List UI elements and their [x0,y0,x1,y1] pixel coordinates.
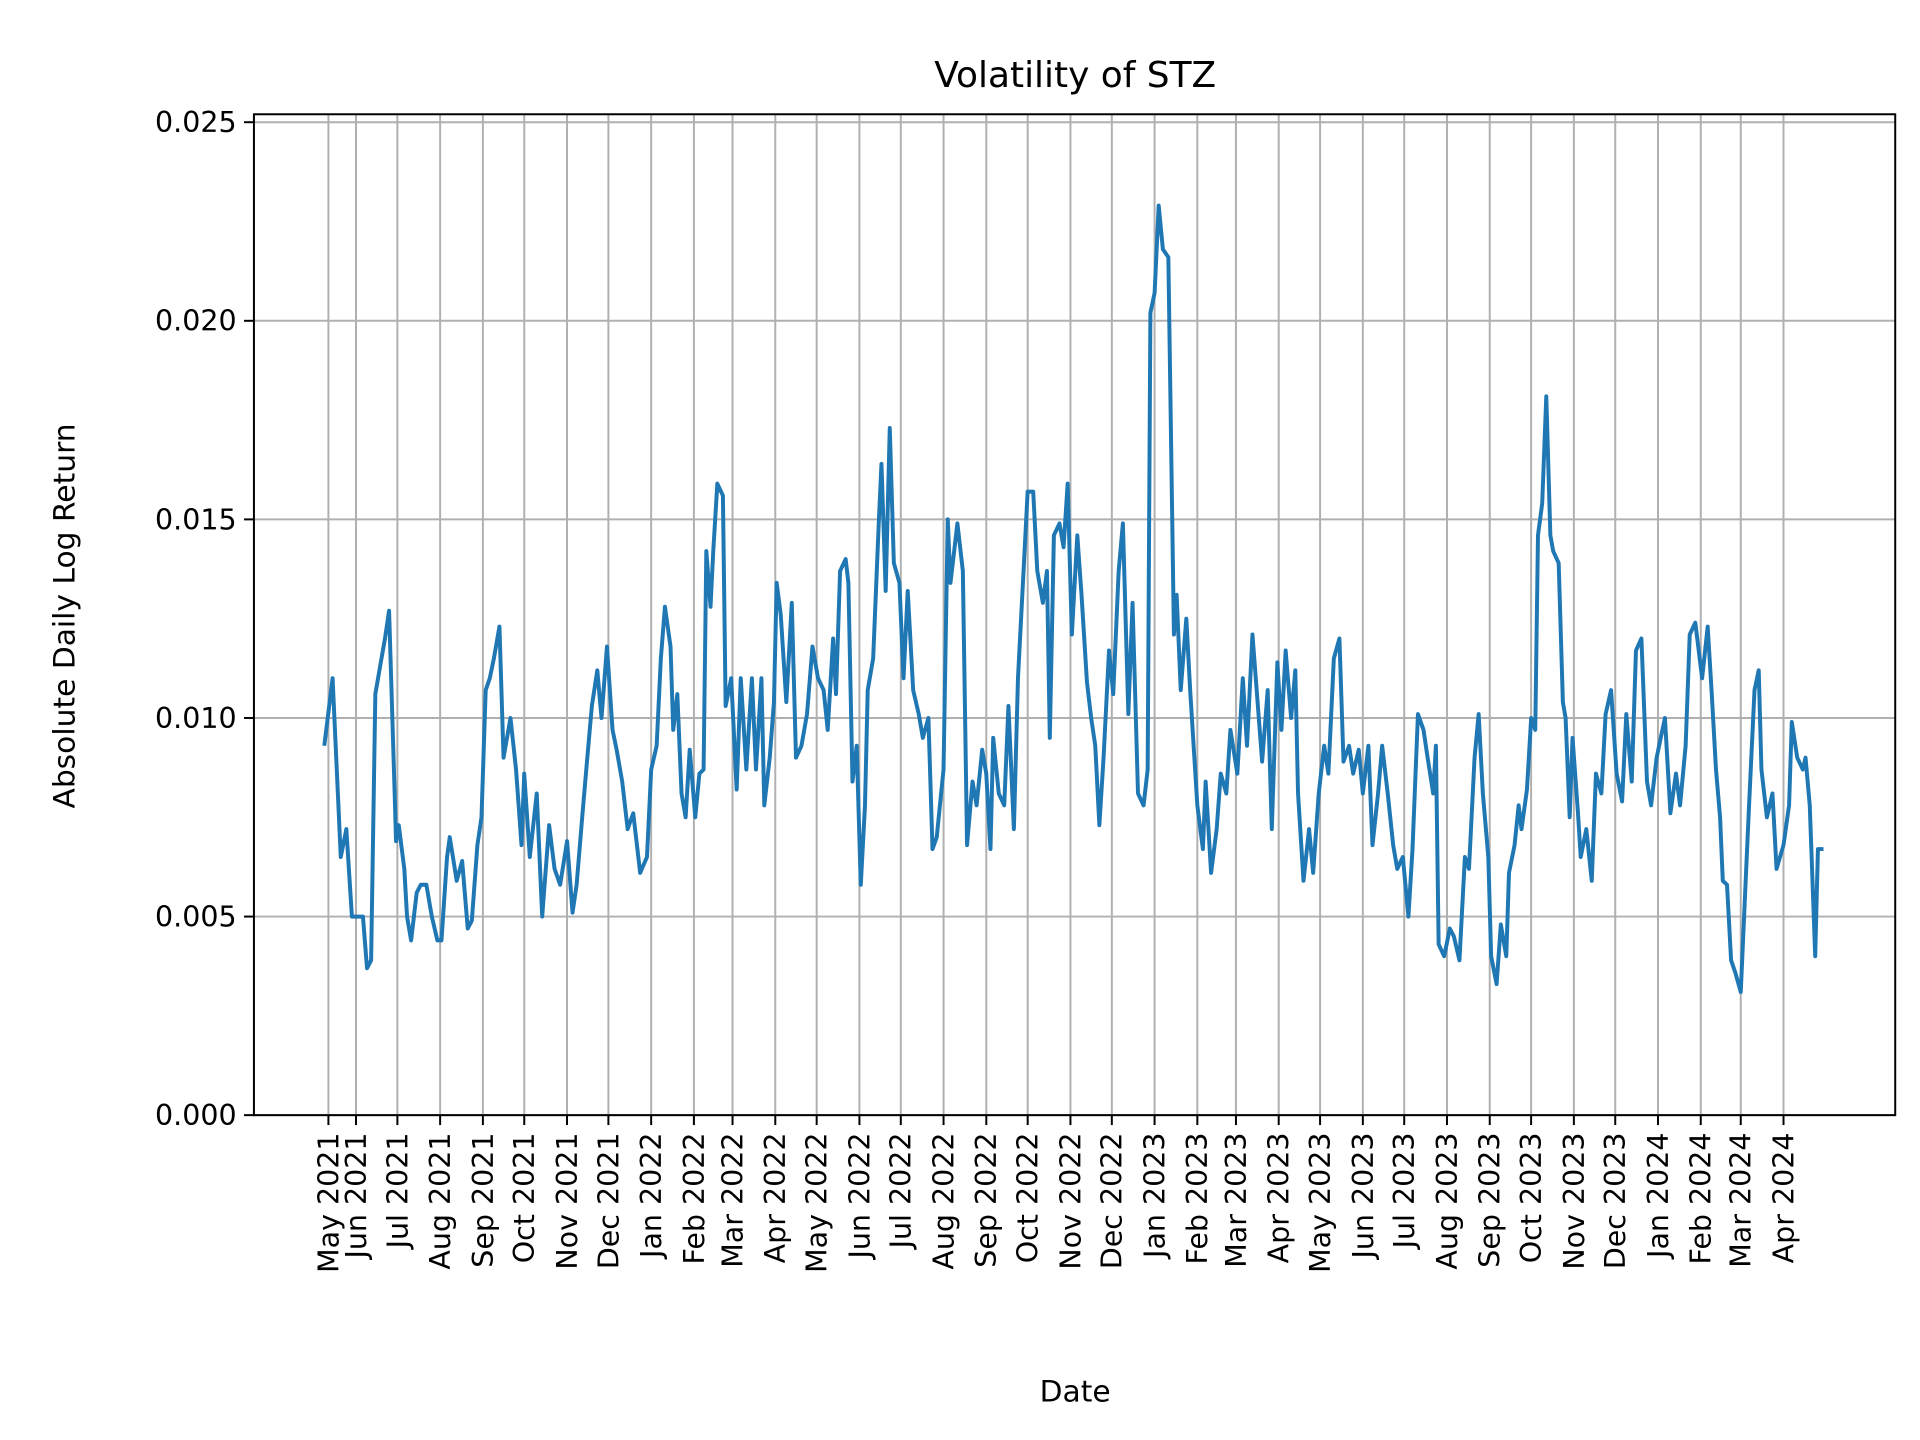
chart-title: Volatility of STZ [934,55,1216,96]
x-tick-label: Sep 2023 [1474,1132,1507,1267]
x-tick-label: Jul 2022 [885,1132,918,1250]
y-tick-label: 0.005 [155,900,237,933]
x-tick-label: Mar 2024 [1725,1132,1758,1267]
x-tick-label: Nov 2022 [1054,1132,1087,1269]
x-tick-label: Aug 2022 [927,1132,960,1269]
x-tick-label: May 2021 [312,1132,345,1272]
x-tick-label: Aug 2021 [424,1132,457,1269]
x-tick-label: Feb 2022 [678,1132,711,1264]
y-tick-label: 0.010 [155,702,237,735]
y-tick-label: 0.000 [155,1099,237,1132]
x-tick-label: Feb 2024 [1685,1132,1718,1264]
x-tick-label: Jul 2021 [381,1132,414,1250]
x-tick-label: May 2022 [801,1132,834,1272]
x-tick-label: Jun 2023 [1347,1132,1380,1260]
x-tick-label: Nov 2023 [1558,1132,1591,1269]
x-tick-label: Oct 2022 [1012,1132,1045,1263]
y-tick-label: 0.015 [155,503,237,536]
x-tick-label: Oct 2021 [508,1132,541,1263]
x-tick-label: Dec 2022 [1096,1132,1129,1269]
x-tick-label: Apr 2023 [1263,1132,1296,1263]
x-tick-label: Apr 2024 [1767,1132,1800,1263]
y-tick-label: 0.020 [155,305,237,338]
x-tick-label: Aug 2023 [1431,1132,1464,1269]
x-tick-label: Jun 2021 [340,1132,373,1260]
y-axis-label: Absolute Daily Log Return [47,423,82,808]
x-tick-label: Jan 2024 [1642,1132,1675,1259]
x-tick-label: Jul 2023 [1388,1132,1421,1250]
x-tick-label: Dec 2021 [592,1132,625,1269]
y-axis-ticks: 0.000 0.005 0.010 0.015 0.020 0.025 [155,106,254,1132]
x-tick-label: May 2023 [1304,1132,1337,1272]
x-tick-label: Feb 2023 [1181,1132,1214,1264]
volatility-series-line [322,203,1824,995]
x-tick-label: Jan 2023 [1138,1132,1171,1259]
x-tick-label: Mar 2023 [1220,1132,1253,1267]
x-tick-label: Nov 2021 [551,1132,584,1269]
x-tick-label: Dec 2023 [1599,1132,1632,1269]
x-axis-label: Date [1040,1374,1111,1409]
x-tick-label: Sep 2022 [970,1132,1003,1267]
x-tick-label: Mar 2022 [716,1132,749,1267]
x-tick-label: Oct 2023 [1515,1132,1548,1263]
plot-frame [252,113,1897,1117]
x-tick-label: Sep 2021 [467,1132,500,1267]
x-tick-label: Jun 2022 [843,1132,876,1260]
y-tick-label: 0.025 [155,106,237,139]
x-tick-label: Jan 2022 [635,1132,668,1259]
x-tick-label: Apr 2022 [759,1132,792,1263]
